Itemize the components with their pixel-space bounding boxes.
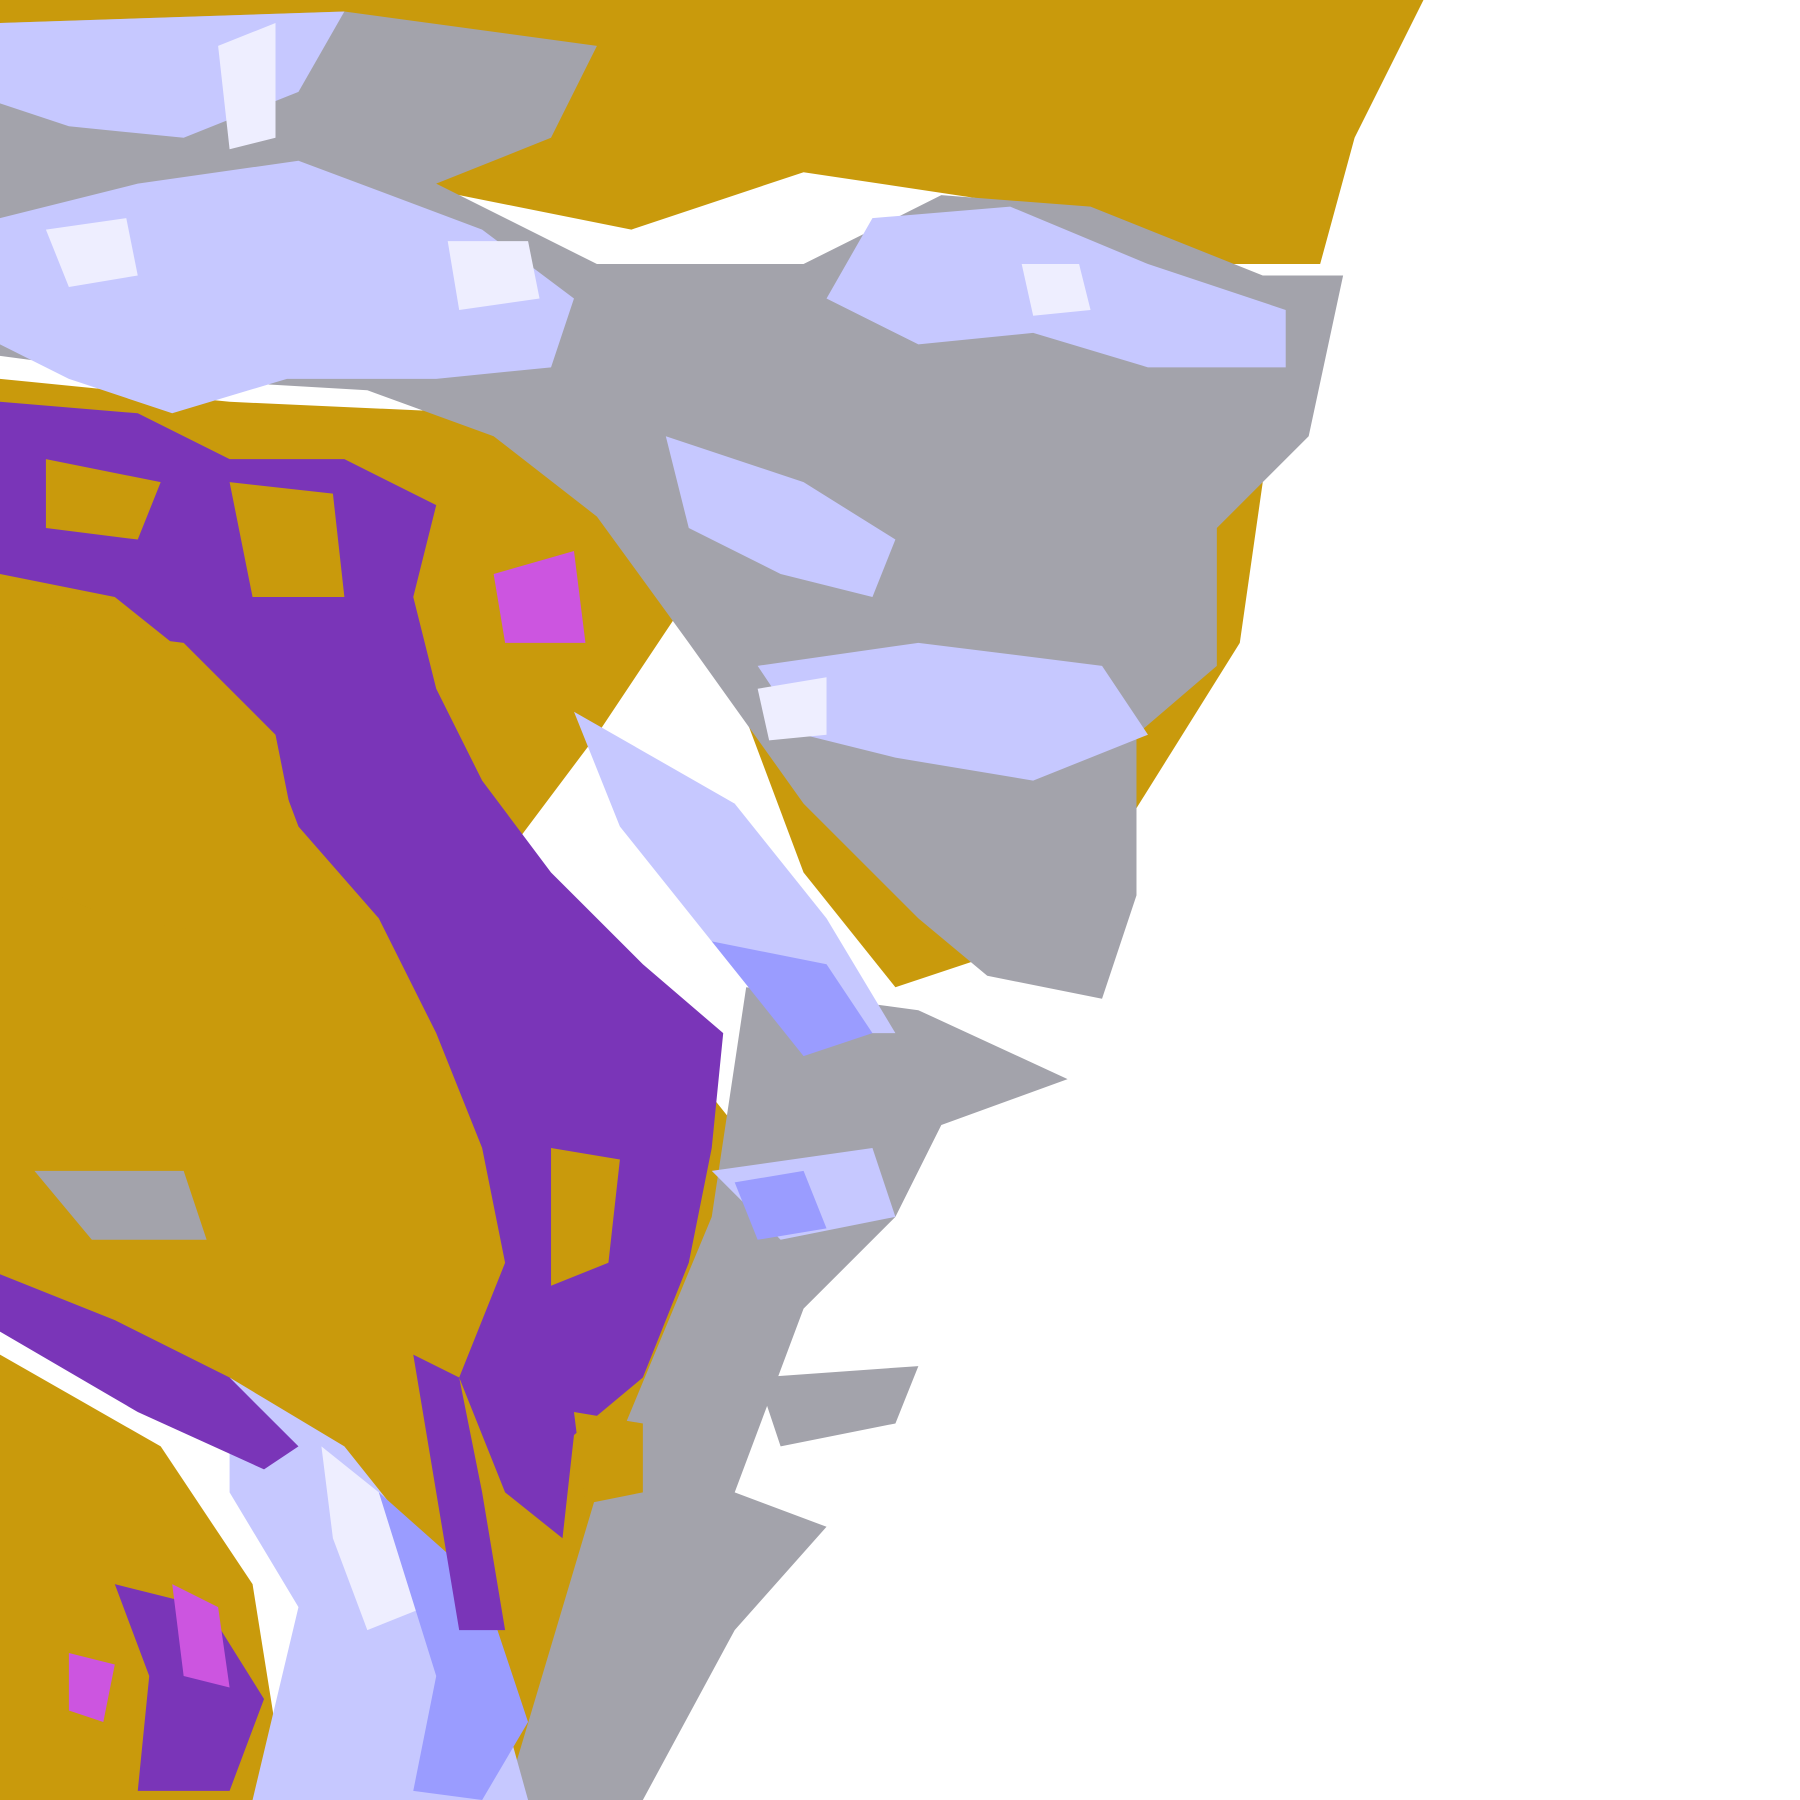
periwinkle-cloud-layer — [378, 941, 873, 1800]
pale-cloud-layer — [45, 22, 1091, 1631]
purple-cloud-layer — [0, 401, 724, 1791]
gold-patches-overlay — [0, 459, 643, 1504]
magenta-cloud-layer — [68, 551, 586, 1722]
